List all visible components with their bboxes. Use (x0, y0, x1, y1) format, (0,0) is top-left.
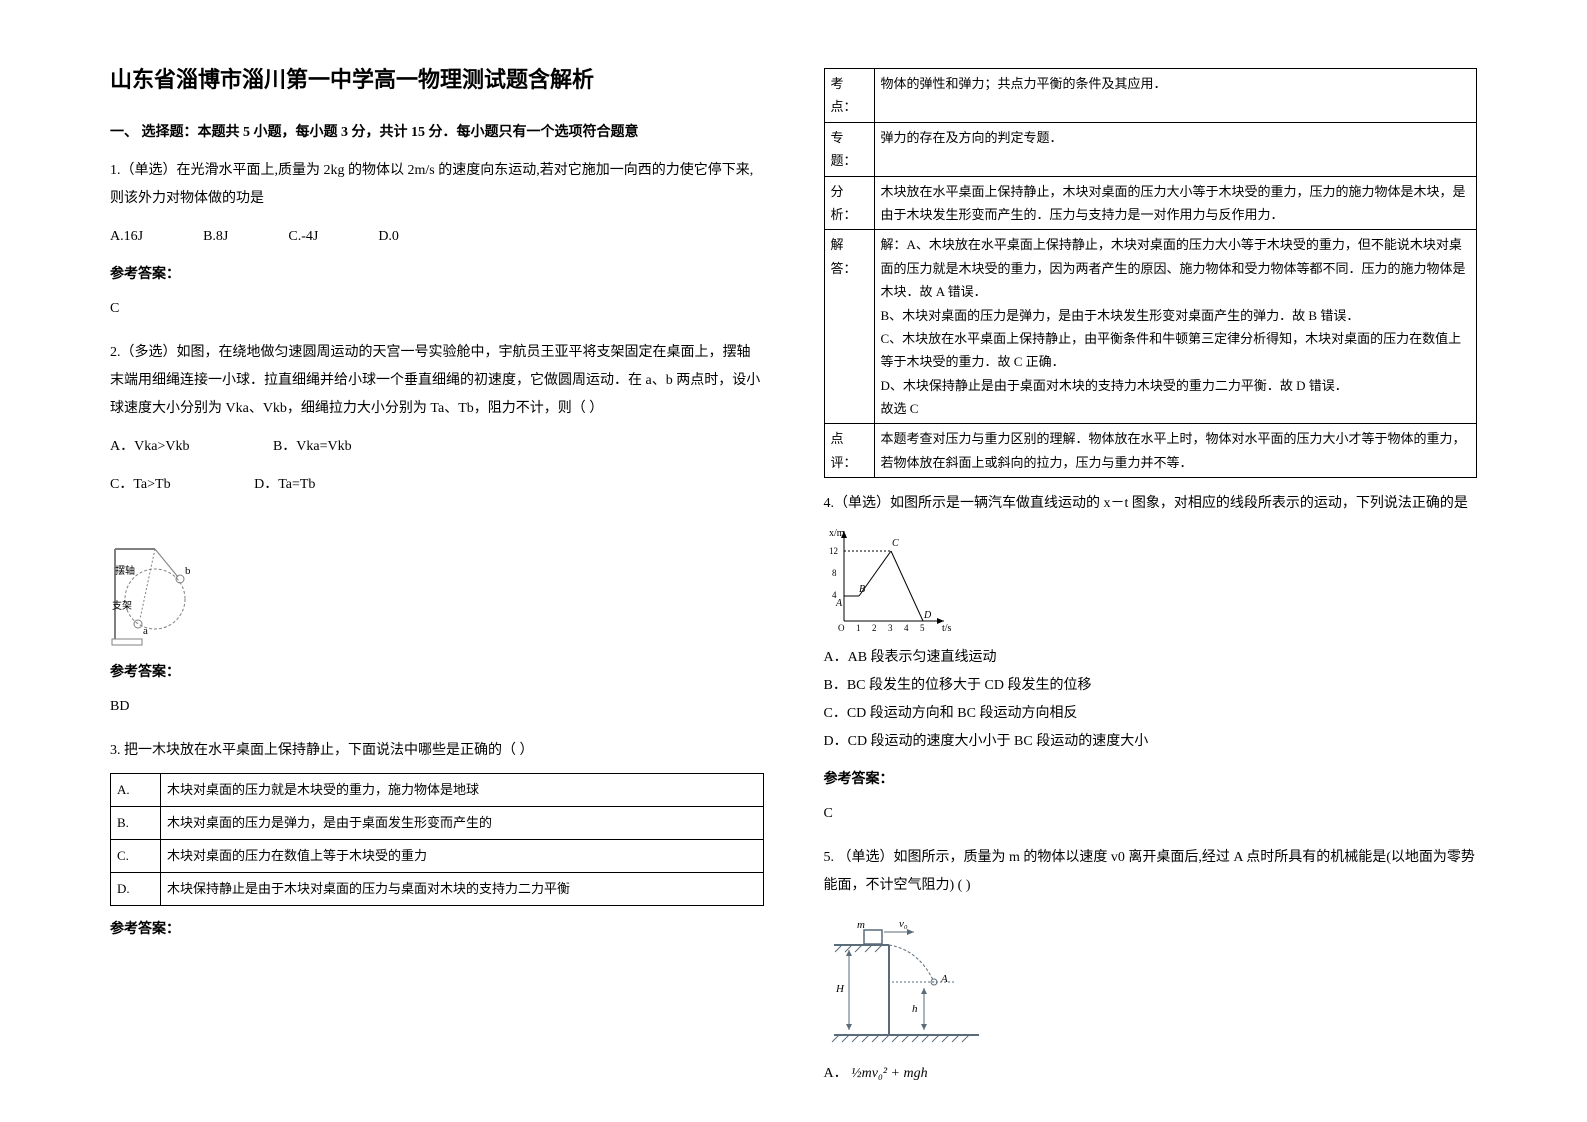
svg-text:m: m (857, 919, 865, 931)
opt-text: 木块保持静止是由于木块对桌面的压力与桌面对木块的支持力二力平衡 (161, 872, 764, 905)
q1-text: 1.（单选）在光滑水平面上,质量为 2kg 的物体以 2m/s 的速度向东运动,… (110, 157, 764, 213)
q4-answer: C (824, 800, 1478, 828)
opt-label: D. (111, 872, 161, 905)
row-text: 弹力的存在及方向的判定专题． (874, 122, 1477, 176)
table-row: C.木块对桌面的压力在数值上等于木块受的重力 (111, 839, 764, 872)
opt-label: C. (111, 839, 161, 872)
analysis-table: 考点：物体的弹性和弹力；共点力平衡的条件及其应用． 专题：弹力的存在及方向的判定… (824, 68, 1478, 478)
svg-text:2: 2 (872, 623, 877, 633)
question-5: 5. （单选）如图所示，质量为 m 的物体以速度 v0 离开桌面后,经过 A 点… (824, 844, 1478, 1088)
table-row: 解答：解：A、木块放在水平桌面上保持静止，木块对桌面的压力大小等于木块受的重力，… (824, 230, 1477, 424)
q1-opt-b: B.8J (203, 223, 228, 251)
svg-text:O: O (838, 623, 845, 633)
question-3: 3. 把一木块放在水平桌面上保持静止，下面说法中哪些是正确的（ ） A.木块对桌… (110, 737, 764, 944)
section-heading: 一、 选择题：本题共 5 小题，每小题 3 分，共计 15 分．每小题只有一个选… (110, 120, 764, 145)
right-column: 考点：物体的弹性和弹力；共点力平衡的条件及其应用． 专题：弹力的存在及方向的判定… (794, 60, 1508, 1062)
q2-opt-b: B．Vka=Vkb (273, 433, 352, 461)
row-label: 点评： (824, 424, 874, 478)
q5-opt-a-prefix: A． (824, 1066, 848, 1081)
q1-options: A.16J B.8J C.-4J D.0 (110, 223, 764, 251)
svg-text:8: 8 (832, 568, 837, 578)
q2-options: A．Vka>Vkb B．Vka=Vkb C．Ta>Tb D．Ta=Tb (110, 433, 764, 509)
q4-answer-label: 参考答案： (824, 766, 1478, 794)
svg-text:B: B (859, 584, 865, 595)
svg-text:1: 1 (856, 623, 861, 633)
q2-answer: BD (110, 693, 764, 721)
q4-opt-b: B．BC 段发生的位移大于 CD 段发生的位移 (824, 672, 1478, 700)
row-text: 本题考查对压力与重力区别的理解．物体放在水平上时，物体对水平面的压力大小才等于物… (874, 424, 1477, 478)
q5-opt-a-formula: ½mv₀² + mgh (851, 1066, 927, 1081)
row-label: 分析： (824, 176, 874, 230)
table-row: B.木块对桌面的压力是弹力，是由于桌面发生形变而产生的 (111, 806, 764, 839)
q5-text: 5. （单选）如图所示，质量为 m 的物体以速度 v0 离开桌面后,经过 A 点… (824, 844, 1478, 900)
svg-text:A: A (835, 598, 843, 609)
svg-text:A: A (940, 973, 948, 985)
opt-text: 木块对桌面的压力就是木块受的重力，施力物体是地球 (161, 773, 764, 806)
svg-text:12: 12 (829, 546, 838, 556)
svg-text:D: D (923, 610, 932, 621)
opt-text: 木块对桌面的压力是弹力，是由于桌面发生形变而产生的 (161, 806, 764, 839)
row-text: 物体的弹性和弹力；共点力平衡的条件及其应用． (874, 69, 1477, 123)
q4-text: 4.（单选）如图所示是一辆汽车做直线运动的 x－t 图象，对相应的线段所表示的运… (824, 490, 1478, 518)
q2-diagram: b a 摆轴 支架 (110, 519, 200, 649)
left-column: 山东省淄博市淄川第一中学高一物理测试题含解析 一、 选择题：本题共 5 小题，每… (80, 60, 794, 1062)
svg-text:支架: 支架 (112, 600, 132, 612)
q1-opt-d: D.0 (378, 223, 399, 251)
row-text: 解：A、木块放在水平桌面上保持静止，木块对桌面的压力大小等于木块受的重力，但不能… (874, 230, 1477, 424)
q3-options-table: A.木块对桌面的压力就是木块受的重力，施力物体是地球 B.木块对桌面的压力是弹力… (110, 773, 764, 906)
svg-text:H: H (835, 983, 845, 995)
table-row: 点评：本题考查对压力与重力区别的理解．物体放在水平上时，物体对水平面的压力大小才… (824, 424, 1477, 478)
opt-label: B. (111, 806, 161, 839)
table-row: D.木块保持静止是由于木块对桌面的压力与桌面对木块的支持力二力平衡 (111, 872, 764, 905)
row-label: 考点： (824, 69, 874, 123)
table-row: A.木块对桌面的压力就是木块受的重力，施力物体是地球 (111, 773, 764, 806)
svg-text:4: 4 (904, 623, 909, 633)
table-row: 考点：物体的弹性和弹力；共点力平衡的条件及其应用． (824, 69, 1477, 123)
svg-text:h: h (912, 1003, 918, 1015)
svg-text:3: 3 (888, 623, 893, 633)
svg-text:a: a (143, 625, 148, 637)
q2-opt-c: C．Ta>Tb (110, 471, 171, 499)
svg-text:5: 5 (920, 623, 925, 633)
q1-opt-a: A.16J (110, 223, 143, 251)
svg-text:C: C (892, 538, 899, 549)
q3-text: 3. 把一木块放在水平桌面上保持静止，下面说法中哪些是正确的（ ） (110, 737, 764, 765)
q1-answer: C (110, 295, 764, 323)
opt-text: 木块对桌面的压力在数值上等于木块受的重力 (161, 839, 764, 872)
q3-answer-label: 参考答案： (110, 916, 764, 944)
q4-opt-a: A．AB 段表示匀速直线运动 (824, 644, 1478, 672)
table-row: 专题：弹力的存在及方向的判定专题． (824, 122, 1477, 176)
question-4: 4.（单选）如图所示是一辆汽车做直线运动的 x－t 图象，对相应的线段所表示的运… (824, 490, 1478, 828)
q2-answer-label: 参考答案： (110, 659, 764, 687)
q1-answer-label: 参考答案： (110, 261, 764, 289)
q4-opt-d: D．CD 段运动的速度大小小于 BC 段运动的速度大小 (824, 728, 1478, 756)
q2-text: 2.（多选）如图，在绕地做匀速圆周运动的天宫一号实验舱中，宇航员王亚平将支架固定… (110, 339, 764, 423)
table-row: 分析：木块放在水平桌面上保持静止，木块对桌面的压力大小等于木块受的重力，压力的施… (824, 176, 1477, 230)
svg-text:t/s: t/s (942, 623, 952, 634)
opt-label: A. (111, 773, 161, 806)
q4-chart: x/m t/s 4 8 12 O 1 2 3 4 5 A B C D (824, 526, 954, 636)
q4-opt-c: C．CD 段运动方向和 BC 段运动方向相反 (824, 700, 1478, 728)
q1-opt-c: C.-4J (288, 223, 318, 251)
q2-opt-a: A．Vka>Vkb (110, 433, 189, 461)
question-1: 1.（单选）在光滑水平面上,质量为 2kg 的物体以 2m/s 的速度向东运动,… (110, 157, 764, 323)
svg-text:v₀: v₀ (899, 918, 908, 930)
q2-opt-d: D．Ta=Tb (254, 471, 315, 499)
question-2: 2.（多选）如图，在绕地做匀速圆周运动的天宫一号实验舱中，宇航员王亚平将支架固定… (110, 339, 764, 721)
row-label: 解答： (824, 230, 874, 424)
row-text: 木块放在水平桌面上保持静止，木块对桌面的压力大小等于木块受的重力，压力的施力物体… (874, 176, 1477, 230)
row-label: 专题： (824, 122, 874, 176)
q5-diagram: m v₀ A H h (824, 910, 984, 1050)
q5-opt-a: A． ½mv₀² + mgh (824, 1060, 1478, 1088)
svg-text:b: b (185, 565, 191, 577)
svg-text:摆轴: 摆轴 (115, 564, 135, 577)
page-title: 山东省淄博市淄川第一中学高一物理测试题含解析 (110, 60, 764, 100)
svg-text:x/m: x/m (829, 528, 845, 539)
